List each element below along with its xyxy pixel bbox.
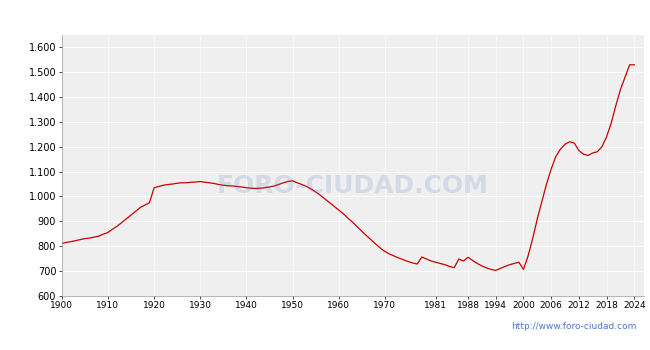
Text: FORO-CIUDAD.COM: FORO-CIUDAD.COM <box>216 174 489 198</box>
Text: Santa María de la Alameda (Municipio) - Evolucion del numero de Habitantes: Santa María de la Alameda (Municipio) - … <box>98 9 552 22</box>
Text: http://www.foro-ciudad.com: http://www.foro-ciudad.com <box>512 322 637 331</box>
